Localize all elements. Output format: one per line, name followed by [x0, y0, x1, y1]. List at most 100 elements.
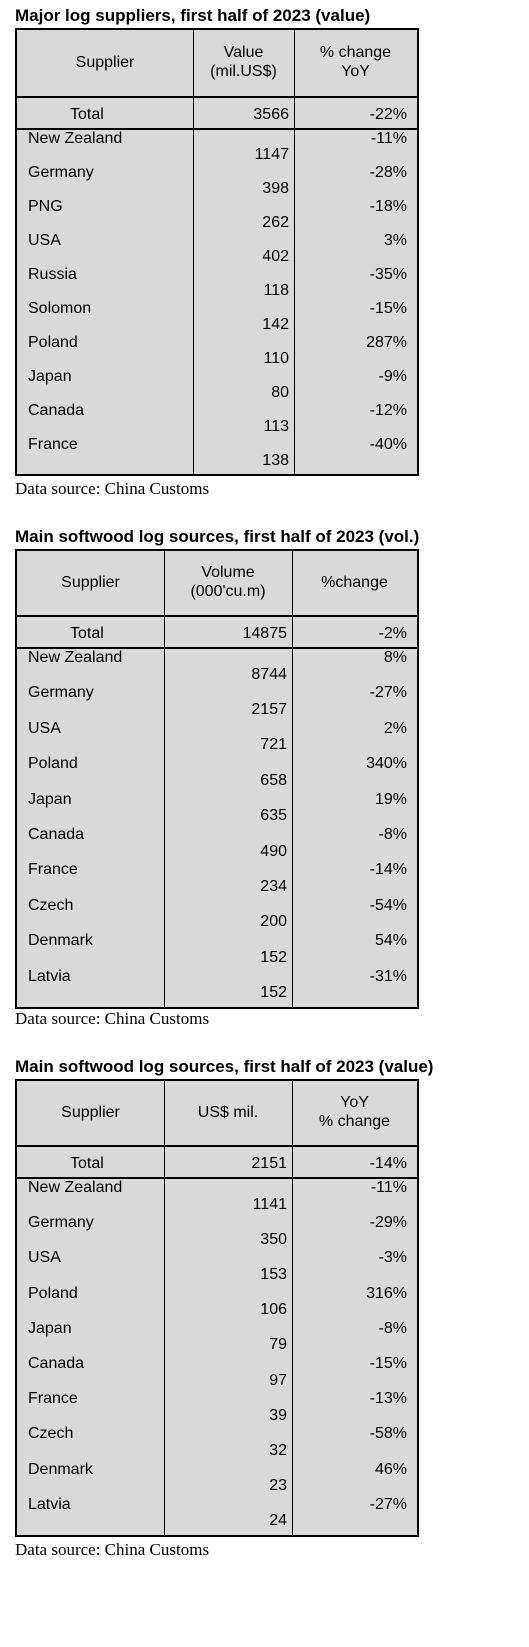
column-header: Supplier: [17, 53, 193, 72]
total-change: -2%: [378, 625, 407, 642]
supplier-name: PNG: [28, 198, 63, 215]
header-line: Supplier: [61, 573, 120, 591]
supplier-name: Denmark: [28, 932, 93, 950]
supplier-value: 79: [269, 1336, 287, 1354]
change-value: -54%: [369, 896, 407, 914]
total-divider: [17, 128, 417, 130]
change-value: -35%: [369, 266, 407, 283]
change-value: -11%: [370, 1179, 407, 1196]
supplier-name: USA: [28, 719, 61, 737]
supplier-value: 97: [269, 1371, 287, 1389]
change-value: 287%: [366, 334, 407, 351]
column-header: US$ mil.: [164, 1103, 292, 1122]
header-line: Supplier: [75, 53, 135, 71]
supplier-value: 153: [260, 1265, 287, 1283]
header-line: Volume: [201, 564, 255, 581]
supplier-name: Germany: [28, 164, 94, 181]
column-divider: [164, 551, 165, 1007]
column-divider: [164, 1081, 165, 1535]
change-value: 3%: [383, 232, 407, 249]
supplier-value: 658: [260, 771, 287, 789]
header-line: Value: [223, 44, 264, 61]
supplier-name: Latvia: [28, 1495, 71, 1513]
data-table: Supplier Volume (000'cu.m) %change Total 1487…: [15, 549, 419, 1009]
header-line: YoY: [340, 1094, 369, 1111]
supplier-name: France: [28, 861, 78, 879]
change-value: -9%: [378, 368, 407, 385]
supplier-value: 2157: [251, 701, 287, 719]
change-value: -12%: [369, 402, 407, 419]
supplier-name: USA: [28, 232, 61, 249]
supplier-name: Poland: [28, 1284, 78, 1302]
change-value: 8%: [383, 649, 407, 666]
column-divider: [294, 30, 295, 474]
table-title: Major log suppliers, first half of 2023 …: [15, 6, 371, 25]
data-table: Supplier US$ mil. YoY % change Total 2151 -14%…: [15, 1079, 419, 1537]
supplier-value: 138: [262, 451, 289, 469]
supplier-value: 23: [269, 1477, 287, 1495]
header-line: (000'cu.m): [190, 583, 266, 600]
supplier-value: 398: [262, 179, 289, 197]
data-source: Data source: China Customs: [15, 1540, 210, 1559]
change-value: -13%: [369, 1390, 407, 1408]
change-value: -18%: [369, 198, 407, 215]
supplier-value: 635: [260, 807, 287, 825]
column-header: % change YoY: [294, 43, 417, 81]
header-line: Supplier: [61, 1103, 120, 1121]
supplier-name: Canada: [28, 826, 85, 843]
change-value: -15%: [369, 300, 407, 317]
total-label: Total: [70, 1155, 104, 1172]
supplier-value: 113: [263, 417, 289, 435]
supplier-name: Czech: [28, 896, 74, 914]
supplier-value: 152: [260, 984, 287, 1002]
supplier-value: 234: [260, 878, 287, 896]
column-header: Supplier: [17, 1103, 164, 1122]
supplier-value: 262: [262, 213, 289, 231]
change-value: -28%: [369, 164, 407, 181]
supplier-name: France: [28, 436, 78, 453]
column-divider: [292, 551, 293, 1007]
change-value: 340%: [366, 755, 407, 773]
total-value: 14875: [242, 625, 288, 642]
change-value: 46%: [374, 1460, 407, 1478]
supplier-value: 721: [260, 736, 287, 754]
column-header: Supplier: [17, 573, 164, 592]
change-value: -29%: [369, 1214, 407, 1232]
data-source: Data source: China Customs: [15, 1009, 210, 1028]
total-value: 3566: [253, 106, 289, 123]
header-line: %change: [321, 573, 388, 591]
total-value: 2151: [251, 1155, 287, 1172]
change-value: 316%: [366, 1284, 407, 1302]
total-label: Total: [70, 625, 104, 642]
change-value: -11%: [370, 130, 407, 147]
supplier-name: New Zealand: [28, 649, 123, 666]
supplier-name: Japan: [28, 790, 72, 808]
change-value: -14%: [369, 861, 407, 879]
change-value: -58%: [369, 1425, 407, 1443]
supplier-value: 110: [263, 349, 289, 367]
supplier-name: Germany: [28, 684, 94, 702]
change-value: 19%: [374, 790, 407, 808]
supplier-value: 1141: [252, 1195, 287, 1213]
supplier-value: 106: [260, 1301, 287, 1319]
header-line: % change: [319, 44, 392, 61]
header-divider: [17, 615, 417, 617]
supplier-value: 24: [269, 1512, 287, 1530]
header-divider: [17, 96, 417, 98]
supplier-name: Canada: [28, 402, 85, 419]
supplier-name: Denmark: [28, 1460, 93, 1478]
supplier-name: Japan: [28, 368, 72, 385]
header-line: (mil.US$): [210, 63, 277, 80]
change-value: -27%: [369, 684, 407, 702]
column-header: Volume (000'cu.m): [164, 563, 292, 601]
supplier-name: Poland: [28, 334, 78, 351]
total-divider: [17, 1177, 417, 1179]
total-change: -22%: [369, 106, 407, 123]
total-divider: [17, 647, 417, 649]
column-header: YoY % change: [292, 1093, 417, 1131]
supplier-value: 152: [260, 948, 287, 966]
data-table: Supplier Value (mil.US$) % change YoY Total 35…: [15, 28, 419, 476]
change-value: -40%: [369, 436, 407, 453]
supplier-name: New Zealand: [28, 1179, 123, 1196]
table-title: Main softwood log sources, first half of…: [15, 527, 420, 546]
